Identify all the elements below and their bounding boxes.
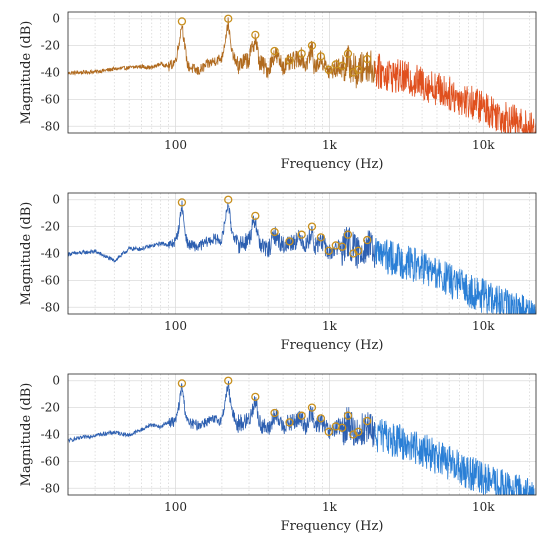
x-axis-label: Frequency (Hz) [281, 519, 384, 534]
x-tick-label: 1k [322, 500, 338, 514]
peak-marker [363, 54, 372, 64]
peak-marker [297, 49, 306, 58]
y-axis-label: Magnitude (dB) [19, 202, 34, 306]
spectrum-line-high [374, 53, 536, 133]
y-tick-label: -60 [41, 273, 60, 287]
peak-marker [285, 418, 294, 427]
peak-marker [177, 17, 187, 26]
y-tick-label: -20 [41, 220, 60, 234]
y-tick-label: 0 [52, 374, 60, 388]
y-tick-label: -60 [41, 92, 60, 106]
peak-marker [307, 403, 317, 412]
x-axis-label: Frequency (Hz) [281, 157, 384, 172]
peak-marker [343, 49, 353, 58]
peak-marker [224, 376, 233, 385]
x-tick-label: 1k [322, 138, 338, 152]
axes-box [67, 11, 537, 134]
y-tick-label: 0 [52, 193, 60, 207]
peak-marker [177, 198, 187, 207]
peak-marker [177, 379, 187, 388]
spectrum-line-low [68, 17, 377, 89]
peak-marker [354, 427, 363, 436]
y-tick-label: 0 [52, 12, 60, 26]
peak-marker [251, 392, 260, 402]
peak-marker [316, 52, 326, 61]
y-tick-label: -40 [41, 428, 60, 442]
peak-marker [307, 222, 317, 231]
peak-marker [297, 411, 306, 420]
y-tick-label: -40 [41, 247, 60, 261]
peak-marker [324, 65, 333, 74]
peak-marker [224, 14, 233, 23]
spectrum-line-high [374, 418, 536, 495]
peak-marker [307, 41, 317, 50]
x-tick-label: 10k [472, 138, 495, 152]
x-tick-label: 10k [472, 319, 495, 333]
peak-marker [354, 246, 363, 255]
peak-marker [316, 233, 326, 242]
peak-marker [270, 408, 279, 418]
y-tick-label: -60 [41, 454, 60, 468]
panel-1: 0 -20 -40 -60 -80 100 1k 10k Frequency (Hz) Magni… [19, 11, 537, 172]
peak-marker [343, 230, 353, 239]
x-tick-label: 100 [164, 500, 187, 514]
axes-box [67, 373, 537, 496]
spectrum-line-low [68, 200, 377, 269]
x-axis-label: Frequency (Hz) [281, 338, 384, 353]
peak-marker [251, 211, 260, 221]
peak-marker [363, 416, 372, 426]
y-tick-label: -20 [41, 401, 60, 415]
peak-marker [343, 411, 353, 420]
peak-marker [324, 246, 333, 255]
axes-box [67, 192, 537, 315]
peak-marker [285, 56, 294, 65]
peak-marker [285, 237, 294, 246]
peak-marker [316, 414, 326, 423]
x-tick-label: 1k [322, 319, 338, 333]
y-tick-label: -40 [41, 66, 60, 80]
y-tick-label: -20 [41, 39, 60, 53]
panel-2: 0 -20 -40 -60 -80 100 1k 10k Frequency (Hz) Magni… [19, 192, 537, 353]
spectrum-line-low [68, 380, 377, 448]
panel-3: 0 -20 -40 -60 -80 100 1k 10k Frequency (Hz) Magni… [19, 373, 537, 534]
y-tick-label: -80 [41, 119, 60, 133]
x-tick-label: 100 [164, 319, 187, 333]
x-tick-label: 100 [164, 138, 187, 152]
peak-marker [338, 61, 347, 70]
peak-marker [251, 30, 260, 40]
peak-marker [338, 242, 347, 251]
peak-marker [270, 46, 279, 56]
peak-marker [297, 230, 306, 239]
peak-marker [363, 235, 372, 245]
peak-marker [270, 227, 279, 237]
peak-marker [354, 65, 363, 74]
y-axis-label: Magnitude (dB) [19, 21, 34, 125]
peak-marker [338, 423, 347, 432]
spectrum-line-high [374, 237, 536, 314]
y-axis-label: Magnitude (dB) [19, 383, 34, 487]
y-tick-label: -80 [41, 300, 60, 314]
peak-marker [324, 427, 333, 436]
y-tick-label: -80 [41, 481, 60, 495]
x-tick-label: 10k [472, 500, 495, 514]
peak-marker [224, 195, 233, 204]
